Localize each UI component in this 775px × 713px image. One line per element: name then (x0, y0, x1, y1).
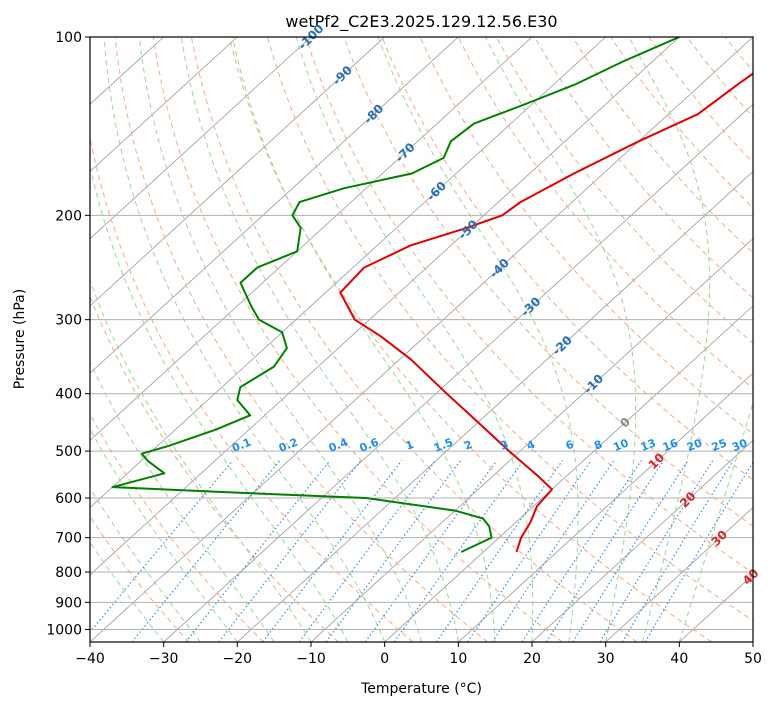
moist-adiabat-line (295, 32, 533, 642)
x-tick-label: 10 (449, 651, 467, 667)
isotherm-line (16, 37, 679, 642)
mixing-ratio-label: 0.2 (277, 436, 300, 455)
dry-adiabat-line (611, 37, 775, 642)
mixing-ratio-line (326, 461, 460, 643)
x-tick-label: 0 (380, 651, 389, 667)
x-tick-label: −20 (223, 651, 253, 667)
y-tick-label: 500 (55, 444, 82, 460)
pressure-gridlines (90, 37, 753, 629)
dry-adiabat-label: -90 (330, 63, 355, 88)
dry-adiabat-line (39, 37, 338, 642)
isotherm-line (90, 37, 753, 642)
y-tick-label: 1000 (46, 622, 82, 638)
moist-adiabat-line (139, 32, 422, 642)
y-tick-label: 200 (55, 208, 82, 224)
mixing-ratio-label: 3 (498, 438, 510, 453)
mixing-ratio-line (394, 461, 523, 643)
moist-adiabat-line (46, 32, 311, 642)
y-axis-label: Pressure (hPa) (12, 289, 28, 389)
axes: 1002003004005006007008009001000−40−30−20… (46, 30, 762, 667)
mixing-ratio-label: 1.5 (432, 436, 455, 455)
y-tick-label: 400 (55, 387, 82, 403)
moist-adiabat-line (626, 32, 710, 642)
mixing-ratio-line (468, 461, 592, 643)
dry-adiabat-line (0, 37, 189, 642)
isotherm-line (0, 37, 458, 642)
mixing-ratio-line (546, 461, 663, 643)
y-tick-label: 900 (55, 595, 82, 611)
y-tick-label: 300 (55, 313, 82, 329)
y-tick-label: 800 (55, 565, 82, 581)
mixing-ratio-label: 2 (462, 438, 474, 453)
isotherm-line (0, 37, 385, 642)
x-tick-label: 40 (670, 651, 688, 667)
dry-adiabat-line (687, 37, 775, 642)
x-tick-label: −30 (149, 651, 179, 667)
x-tick-label: 50 (744, 651, 762, 667)
moist-adiabat-line (0, 32, 200, 642)
x-tick-label: 20 (523, 651, 541, 667)
moist-adiabat-line (104, 32, 385, 642)
moist-adiabat-line (483, 32, 636, 642)
background-lines (0, 32, 775, 642)
dry-adiabat-line (496, 37, 775, 642)
dry-adiabat-label: -40 (487, 256, 512, 281)
dry-adiabat-label: -80 (361, 101, 386, 126)
dry-adiabat-line (725, 37, 775, 642)
dry-adiabat-label: -70 (393, 140, 418, 165)
dry-adiabat-label: -60 (424, 179, 449, 204)
mixing-ratio-line (436, 461, 562, 643)
dry-adiabat-label: 40 (740, 566, 762, 588)
chart-title: wetPf2_C2E3.2025.129.12.56.E30 (285, 12, 557, 32)
dry-adiabat-line (1, 37, 264, 642)
dry-adiabat-label: 10 (646, 450, 668, 472)
mixing-ratio-label: 0.4 (327, 435, 350, 454)
mixing-ratio-line (622, 461, 733, 643)
mixing-ratio-line (82, 461, 233, 643)
y-tick-label: 600 (55, 491, 82, 507)
mixing-ratio-label: 1 (404, 438, 416, 453)
moist-adiabat-line (73, 32, 348, 642)
mixing-ratio-line (299, 461, 435, 643)
dry-adiabat-label: 30 (708, 527, 730, 549)
mixing-ratio-line (219, 461, 361, 643)
y-tick-label: 100 (55, 30, 82, 46)
dry-adiabat-label: -20 (550, 333, 575, 358)
x-tick-label: 30 (597, 651, 615, 667)
mixing-ratio-label: 0.1 (230, 436, 253, 455)
x-axis-label: Temperature (°C) (360, 681, 482, 697)
dry-adiabat-line (573, 37, 775, 642)
moist-adiabat-line (0, 32, 237, 642)
dry-adiabat-label: -10 (581, 371, 606, 396)
dry-adiabat-label: -50 (455, 217, 480, 242)
mixing-ratio-label: 4 (525, 438, 537, 453)
mixing-ratio-line (522, 461, 641, 643)
mixing-ratio-line (132, 461, 280, 643)
y-tick-label: 700 (55, 531, 82, 547)
x-tick-label: −40 (75, 651, 105, 667)
mixing-ratio-label: 6 (564, 438, 576, 453)
mixing-ratio-line (645, 461, 754, 643)
x-tick-label: −10 (296, 651, 326, 667)
dry-adiabat-line (763, 37, 775, 642)
dry-adiabat-label: -30 (518, 294, 543, 319)
data-series (113, 37, 775, 552)
dry-adiabat-label: 20 (677, 489, 699, 511)
mixing-ratio-label: 0.6 (358, 435, 381, 454)
isotherm-line (753, 37, 775, 642)
isotherm-line (0, 37, 311, 642)
mixing-ratio-line (365, 461, 497, 643)
moist-adiabat-line (22, 32, 275, 642)
isotherm-line (0, 37, 606, 642)
mixing-ratio-line (600, 461, 713, 643)
mixing-ratio-line (573, 461, 688, 643)
moist-adiabat-line (679, 32, 775, 642)
